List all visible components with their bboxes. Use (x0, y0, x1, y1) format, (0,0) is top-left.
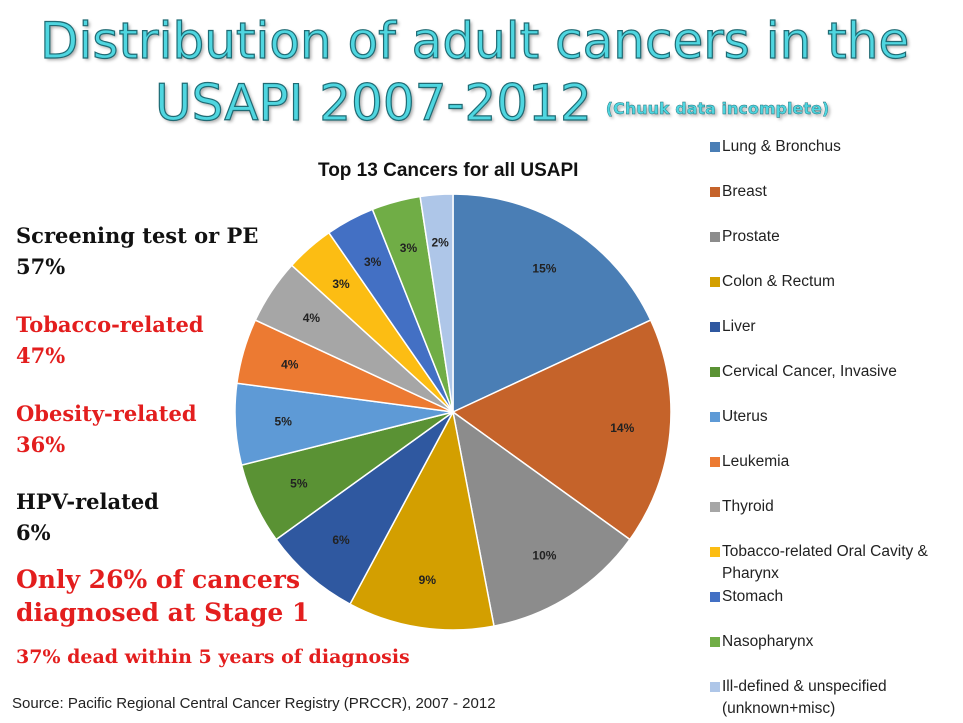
stat-tobacco: Tobacco-related 47% (16, 309, 204, 371)
legend-item-2: Prostate (710, 226, 960, 248)
legend-label: Stomach (722, 588, 784, 605)
legend-swatch (710, 412, 720, 422)
legend-item-1: Breast (710, 181, 960, 203)
source-citation: Source: Pacific Regional Central Cancer … (12, 695, 496, 712)
stat-label: HPV-related (16, 489, 159, 514)
pie-slice-label-0: 15% (532, 262, 556, 276)
pie-slice-label-7: 4% (281, 357, 299, 371)
pie-slice-0 (452, 193, 652, 414)
legend-swatch (710, 592, 720, 602)
legend-label: Liver (722, 318, 756, 335)
title-note: (Chuuk data incomplete) (605, 99, 830, 118)
legend-item-12: Ill-defined & unspecified (unknown+misc) (710, 676, 960, 720)
pie-slice-label-10: 3% (364, 255, 382, 269)
stat-obesity: Obesity-related 36% (16, 398, 197, 460)
pie-slice-label-11: 3% (400, 241, 418, 255)
legend-swatch (710, 187, 720, 197)
pie-slice-label-6: 5% (275, 415, 293, 429)
legend-swatch (710, 142, 720, 152)
legend-swatch (710, 637, 720, 647)
pie-slice-label-4: 6% (332, 533, 350, 547)
pie-slice-3 (348, 409, 495, 631)
legend-swatch (710, 367, 720, 377)
legend-swatch (710, 502, 720, 512)
pie-slice-4 (275, 411, 454, 606)
pie-slice-2 (451, 410, 631, 627)
pie-slice-label-9: 3% (332, 277, 350, 291)
legend-item-11: Nasopharynx (710, 631, 960, 653)
pie-slice-label-2: 10% (532, 548, 556, 562)
legend-label: Lung & Bronchus (722, 138, 841, 155)
legend-label: Cervical Cancer, Invasive (722, 363, 897, 380)
stat-label: Tobacco-related (16, 312, 204, 337)
stage-note-line-2: diagnosed at Stage 1 (16, 598, 310, 627)
legend-label: Nasopharynx (722, 633, 814, 650)
legend-swatch (710, 547, 720, 557)
stat-value: 6% (16, 520, 51, 545)
stat-label: Obesity-related (16, 401, 197, 426)
legend-item-8: Thyroid (710, 496, 960, 518)
legend-label: Uterus (722, 408, 768, 425)
stat-hpv: HPV-related 6% (16, 486, 159, 548)
legend-label: Tobacco-related Oral Cavity & Pharynx (722, 543, 928, 582)
legend-swatch (710, 322, 720, 332)
legend-swatch (710, 232, 720, 242)
pie-slice-12 (419, 193, 454, 413)
pie-slice-1 (451, 319, 672, 541)
title-line-2: USAPI 2007-2012 (Chuuk data incomplete) (154, 73, 963, 132)
title-line-1: Distribution of adult cancers in the (39, 11, 910, 70)
legend-item-0: Lung & Bronchus (710, 136, 960, 158)
pie-slice-label-3: 9% (419, 573, 437, 587)
stat-value: 57% (16, 254, 66, 279)
legend-label: Colon & Rectum (722, 273, 835, 290)
legend-label: Ill-defined & unspecified (unknown+misc) (722, 678, 887, 717)
stat-value: 47% (16, 343, 66, 368)
stat-value: 36% (16, 432, 66, 457)
stage-note: Only 26% of cancers diagnosed at Stage 1 (16, 563, 309, 629)
title-year: USAPI 2007-2012 (154, 73, 592, 132)
legend-swatch (710, 682, 720, 692)
legend-label: Breast (722, 183, 767, 200)
legend-item-9: Tobacco-related Oral Cavity & Pharynx (710, 541, 960, 585)
legend-item-4: Liver (710, 316, 960, 338)
legend-item-7: Leukemia (710, 451, 960, 473)
legend-item-10: Stomach (710, 586, 960, 608)
legend-item-6: Uterus (710, 406, 960, 428)
pie-slice-label-12: 2% (431, 235, 449, 249)
legend-label: Thyroid (722, 498, 774, 515)
dead-note: 37% dead within 5 years of diagnosis (16, 646, 410, 668)
legend-label: Leukemia (722, 453, 790, 470)
legend-item-5: Cervical Cancer, Invasive (710, 361, 960, 383)
stat-screening: Screening test or PE 57% (16, 220, 258, 282)
legend-label: Prostate (722, 228, 780, 245)
pie-slice-label-8: 4% (303, 311, 321, 325)
chart-title: Top 13 Cancers for all USAPI (318, 160, 579, 181)
legend-item-3: Colon & Rectum (710, 271, 960, 293)
legend-swatch (710, 457, 720, 467)
stage-note-line-1: Only 26% of cancers (16, 565, 301, 594)
pie-slice-label-1: 14% (610, 421, 634, 435)
legend-swatch (710, 277, 720, 287)
pie-slice-label-5: 5% (290, 477, 308, 491)
stat-label: Screening test or PE (16, 223, 259, 248)
